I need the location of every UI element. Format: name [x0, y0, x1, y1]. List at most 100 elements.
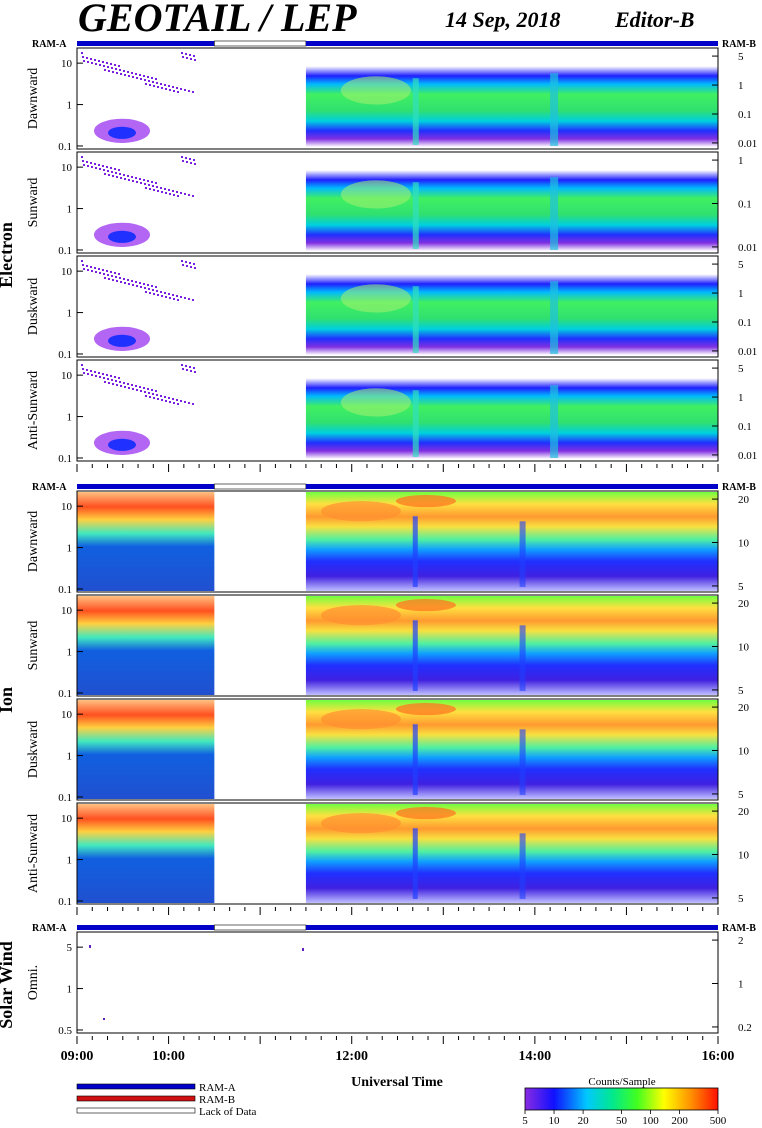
ytick-1-2: 0.1: [58, 245, 72, 257]
ytick-3-0: 10: [61, 370, 73, 382]
ytick-4-2: 0.1: [58, 584, 72, 596]
ytick-6-0: 10: [61, 709, 73, 721]
rtick-6-2: 5: [738, 789, 744, 801]
panel-8: Omni. 5 1 0.5 2 1 0.2: [26, 931, 752, 1037]
panel-frame-2: [76, 255, 719, 358]
ytick-6-1: 1: [67, 751, 73, 763]
ytick-5-0: 10: [61, 605, 73, 617]
ram-bar-a2-2: [305, 925, 718, 930]
ram-label-right-2: RAM-B: [722, 923, 756, 934]
ion-spectrum-early-5: [77, 596, 215, 695]
panel-label-7: Anti-Sunward: [26, 814, 41, 893]
xtick-label-1: 10:00: [152, 1049, 185, 1064]
panel-label-8: Omni.: [26, 965, 41, 1000]
ytick-1-1: 1: [67, 204, 73, 216]
ytick-2-1: 1: [67, 308, 73, 320]
x-axis-label: Universal Time: [351, 1075, 443, 1090]
rtick-1-1: 0.1: [738, 199, 752, 211]
ytick-0-2: 0.1: [58, 141, 72, 153]
ram-label-left-1: RAM-A: [32, 482, 67, 493]
rtick-0-3: 0.01: [738, 138, 757, 150]
ytick-7-0: 10: [61, 813, 73, 825]
panel-1: Sunward 10 1 0.1 1 0.1 0.01: [26, 151, 757, 257]
legend-ram-b-label: RAM-B: [199, 1094, 235, 1106]
panel-label-1: Sunward: [26, 178, 41, 228]
rtick-5-2: 5: [738, 685, 744, 697]
group-label-electron: Electron: [0, 222, 16, 288]
panel-5: Sunward 10 1 0.1 20 10 5: [26, 594, 750, 700]
ytick-7-1: 1: [67, 855, 73, 867]
rtick-0-0: 5: [738, 51, 744, 63]
panel-7: Anti-Sunward 10 1 0.1 20 10 5: [26, 802, 750, 908]
panel-frame-8: [76, 931, 719, 1034]
rtick-6-1: 10: [738, 746, 750, 758]
ram-label-right-0: RAM-B: [722, 39, 756, 50]
cbar-label-0: 5: [522, 1115, 528, 1127]
ram-bar-a-0: [77, 41, 215, 46]
rtick-8-0: 2: [738, 935, 744, 947]
legend: RAM-A RAM-B Lack of Data: [76, 1082, 257, 1118]
rtick-1-0: 1: [738, 155, 744, 167]
rtick-4-0: 20: [738, 494, 750, 506]
panel-label-2: Duskward: [26, 278, 41, 336]
panel-frame-4: [76, 490, 719, 593]
ion-spectrum-early-7: [77, 804, 215, 903]
xtick-label-4: 16:00: [702, 1049, 735, 1064]
ytick-1-0: 10: [61, 162, 73, 174]
panel-label-5: Sunward: [26, 621, 41, 671]
panel-4: Dawnward 10 1 0.1 20 10 5: [26, 490, 750, 596]
cbar-label-3: 50: [616, 1115, 628, 1127]
rtick-8-2: 0.2: [738, 1022, 752, 1034]
cbar-label-2: 20: [578, 1115, 590, 1127]
ram-label-left-2: RAM-A: [32, 923, 67, 934]
main-title: GEOTAIL / LEP: [78, 0, 357, 40]
cbar-label-5: 200: [671, 1115, 688, 1127]
date-label: 14 Sep, 2018: [445, 7, 561, 32]
editor-label: Editor-B: [614, 7, 694, 32]
rtick-5-0: 20: [738, 598, 750, 610]
panel-frame-6: [76, 698, 719, 801]
panel-frame-1: [76, 151, 719, 254]
rtick-6-0: 20: [738, 702, 750, 714]
ytick-8-0: 5: [67, 942, 73, 954]
rtick-7-1: 10: [738, 850, 750, 862]
rtick-2-0: 5: [738, 259, 744, 271]
panel-label-4: Dawnward: [26, 511, 41, 572]
ytick-3-2: 0.1: [58, 453, 72, 465]
ytick-4-1: 1: [67, 543, 73, 555]
panel-0: Dawnward 10 1 0.1 5 1 0.1 0.01: [26, 47, 757, 153]
legend-lack-swatch: [76, 1107, 196, 1114]
panel-label-6: Duskward: [26, 721, 41, 779]
xtick-label-2: 12:00: [335, 1049, 368, 1064]
panel-3: Anti-Sunward 10 1 0.1 5 1 0.1 0.01: [26, 359, 757, 465]
legend-lack-label: Lack of Data: [199, 1106, 257, 1118]
group-label-solar-wind: Solar Wind: [0, 941, 16, 1029]
ytick-8-1: 1: [67, 984, 73, 996]
rtick-3-0: 5: [738, 363, 744, 375]
ram-label-right-1: RAM-B: [722, 482, 756, 493]
panel-frame-7: [76, 802, 719, 905]
ram-bar-gap-2: [214, 924, 307, 931]
xtick-label-3: 14:00: [519, 1049, 552, 1064]
legend-ram-a-swatch: [76, 1083, 196, 1090]
ram-bar-gap-1: [214, 483, 307, 490]
colorbar-gradient: [524, 1087, 719, 1111]
ytick-5-1: 1: [67, 647, 73, 659]
panel-frame-3: [76, 359, 719, 462]
colorbar-label: Counts/Sample: [588, 1076, 655, 1088]
ion-spectrum-early-6: [77, 700, 215, 799]
ytick-6-2: 0.1: [58, 792, 72, 804]
colorbar: Counts/Sample 5 10 20 50 100 200 500: [522, 1076, 727, 1127]
ion-spectrum-early-4: [77, 492, 215, 591]
rtick-2-1: 1: [738, 288, 744, 300]
rtick-7-0: 20: [738, 806, 750, 818]
ytick-0-0: 10: [61, 58, 73, 70]
ytick-5-2: 0.1: [58, 688, 72, 700]
rtick-3-2: 0.1: [738, 421, 752, 433]
rtick-4-1: 10: [738, 538, 750, 550]
ytick-2-2: 0.1: [58, 349, 72, 361]
rtick-2-2: 0.1: [738, 317, 752, 329]
rtick-7-2: 5: [738, 893, 744, 905]
